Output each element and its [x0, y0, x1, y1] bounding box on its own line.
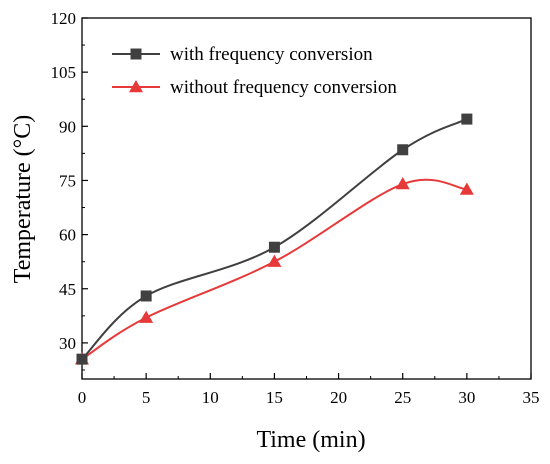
triangle-marker: [459, 182, 474, 195]
series-line: [81, 178, 468, 360]
square-marker: [76, 353, 88, 365]
y-tick-label: 105: [51, 63, 77, 82]
y-tick-label: 60: [59, 226, 76, 245]
y-tick-label: 120: [51, 9, 77, 28]
x-tick-label: 20: [330, 388, 347, 407]
legend: with frequency conversion without frequen…: [112, 44, 397, 98]
square-marker: [130, 48, 142, 60]
y-tick-label: 45: [59, 280, 76, 299]
x-axis-title: Time (min): [256, 427, 365, 453]
legend-label: without frequency conversion: [170, 77, 397, 98]
y-axis-title: Temperature (°C): [10, 115, 36, 284]
series-line: [81, 118, 468, 360]
x-tick-label: 0: [78, 388, 87, 407]
triangle-marker: [139, 310, 154, 323]
tick-labels: 0 5 10 15 20 25 30 35 30 45 60 75 90 105 120: [51, 9, 540, 407]
x-tick-label: 35: [523, 388, 540, 407]
x-tick-label: 25: [394, 388, 411, 407]
square-marker: [140, 290, 152, 302]
x-tick-label: 10: [202, 388, 219, 407]
y-tick-label: 30: [59, 334, 76, 353]
y-tick-label: 90: [59, 117, 76, 136]
square-marker: [397, 144, 409, 156]
square-marker: [268, 241, 280, 253]
plot-border: [81, 17, 532, 380]
legend-label: with frequency conversion: [170, 44, 373, 65]
series-markers: [75, 113, 474, 365]
y-tick-label: 75: [59, 171, 76, 190]
plot-frame: [81, 17, 532, 380]
x-tick-label: 15: [266, 388, 283, 407]
x-tick-label: 30: [458, 388, 475, 407]
square-marker: [461, 113, 473, 125]
axis-ticks: [81, 17, 532, 379]
x-tick-label: 5: [142, 388, 151, 407]
triangle-marker: [267, 254, 282, 267]
triangle-marker: [129, 80, 143, 93]
triangle-marker: [395, 177, 410, 190]
series-lines: [81, 118, 468, 360]
